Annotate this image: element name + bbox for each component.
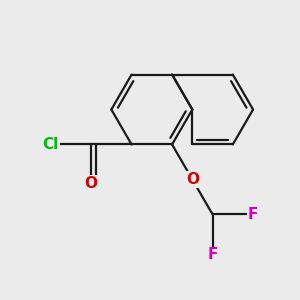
Text: F: F [207, 248, 218, 262]
Text: O: O [85, 176, 98, 190]
Text: O: O [186, 172, 199, 187]
Text: F: F [248, 207, 258, 222]
Text: Cl: Cl [43, 137, 59, 152]
